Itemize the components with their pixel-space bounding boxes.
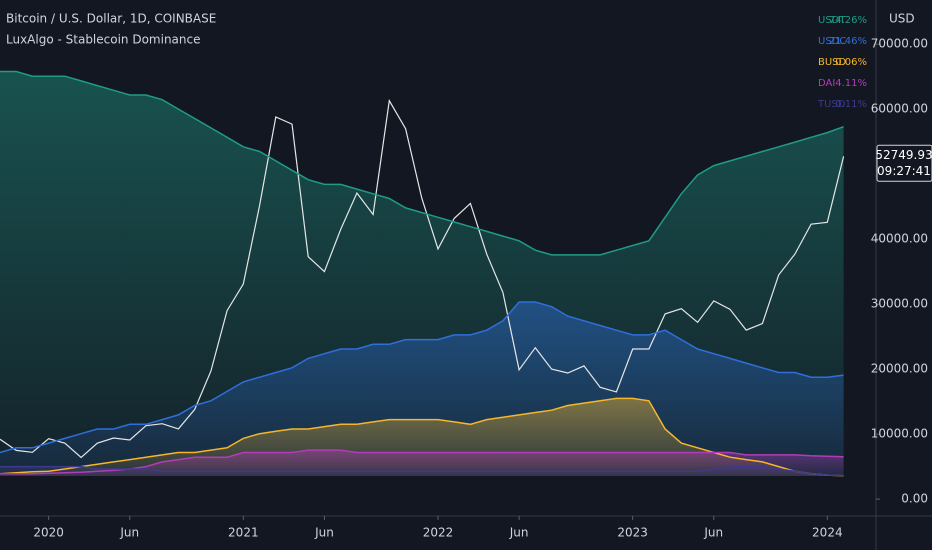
legend-value: 4.11% <box>835 78 867 89</box>
legend-name: USDT <box>818 15 846 26</box>
dominance-area <box>0 450 844 477</box>
countdown: 09:27:41 <box>877 164 931 178</box>
price-line <box>0 98 845 459</box>
y-tick-label: 10000.00 <box>871 427 928 441</box>
price-label: 52749.93 <box>875 148 932 162</box>
y-tick-label: 40000.00 <box>871 232 928 246</box>
x-tick-label: Jun <box>703 526 723 540</box>
x-tick-label: 2023 <box>617 526 648 540</box>
y-tick-label: 70000.00 <box>871 37 928 51</box>
x-tick-label: 2022 <box>423 526 454 540</box>
y-tick-label: 20000.00 <box>871 362 928 376</box>
currency: USD <box>889 12 915 26</box>
lines <box>0 70 845 477</box>
dominance-line <box>0 465 844 477</box>
dominance-line <box>0 301 844 454</box>
legend-value: 21.46% <box>829 36 867 47</box>
x-tick-label: Jun <box>314 526 334 540</box>
y-tick-label: 60000.00 <box>871 102 928 116</box>
indicator-title: LuxAlgo - Stablecoin Dominance <box>6 33 201 47</box>
legend-name: USDC <box>818 36 846 47</box>
dominance-line <box>0 449 844 475</box>
y-tick-label: 30000.00 <box>871 297 928 311</box>
dominance-line <box>0 397 844 477</box>
dominance-line <box>0 70 844 256</box>
legend-name: TUSD <box>817 99 846 110</box>
x-tick-label: 2024 <box>812 526 843 540</box>
legend-value: 74.26% <box>829 15 867 26</box>
legend-value: 0.11% <box>835 99 867 110</box>
y-tick-label: 0.00 <box>901 492 928 506</box>
x-tick-label: 2021 <box>228 526 259 540</box>
legend-name: DAI <box>818 78 835 89</box>
x-tick-label: Jun <box>119 526 139 540</box>
x-tick-label: Jun <box>509 526 529 540</box>
x-tick-label: 2020 <box>33 526 64 540</box>
chart-title: Bitcoin / U.S. Dollar, 1D, COINBASE <box>6 12 216 26</box>
legend-name: BUSD <box>818 57 847 68</box>
legend-value: 0.06% <box>835 57 867 68</box>
price-label-box <box>876 144 932 182</box>
